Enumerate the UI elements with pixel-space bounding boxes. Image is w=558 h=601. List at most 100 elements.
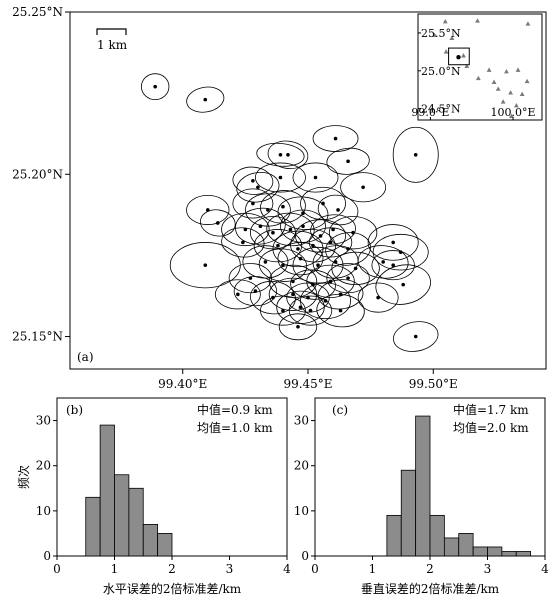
x-tick-label-1: 0 (311, 562, 319, 576)
station-5 (449, 35, 455, 41)
epicenter-52 (236, 292, 240, 297)
error-ellipse-13 (186, 194, 230, 225)
epicenters (153, 84, 418, 339)
inset-frame (417, 13, 543, 121)
epicenter-64 (296, 325, 300, 329)
panel-a-label: (a) (77, 350, 94, 364)
station-markers (432, 18, 531, 119)
epicenter-48 (311, 282, 315, 287)
error-ellipse-20 (317, 194, 359, 226)
bar-6 (157, 533, 173, 557)
bar-1 (85, 496, 101, 557)
epicenter-30 (276, 243, 280, 248)
error-ellipse-52 (214, 279, 261, 310)
error-ellipse-33 (308, 227, 353, 258)
epicenter-47 (291, 279, 295, 284)
error-ellipse-9 (232, 166, 274, 195)
epicenter-23 (271, 230, 275, 235)
epicenter-57 (323, 299, 328, 303)
epicenter-1 (153, 84, 157, 89)
map-y-tick-label-1: 25.15°N (12, 330, 63, 344)
inset-x-tick-label-1: 99.0°E (411, 106, 449, 119)
bar-4 (128, 487, 144, 557)
epicenter-28 (351, 230, 355, 235)
epicenter-15 (251, 201, 255, 206)
error-ellipse-34 (325, 232, 371, 266)
epicenter-26 (318, 234, 323, 238)
error-ellipse-62 (288, 295, 333, 326)
bar-9 (501, 551, 517, 557)
epicenter-2 (203, 97, 208, 102)
epicenter-12 (256, 185, 260, 190)
bar-3 (114, 474, 130, 557)
error-ellipse-39 (258, 248, 308, 282)
epicenter-14 (216, 221, 220, 225)
station-19 (513, 103, 519, 108)
station-14 (524, 78, 530, 84)
epicenter-10 (278, 175, 283, 180)
epicenter-16 (266, 208, 270, 212)
location-inset: 99.0°E 100.0°E 24.5°N 25.0°N 25.5°N (411, 13, 543, 121)
epicenter-29 (241, 240, 245, 245)
x-tick-label-2: 1 (369, 562, 377, 576)
epicenter-56 (306, 295, 310, 300)
panel-c-xlabel: 垂直误差的2倍标准差/km (361, 581, 500, 596)
station-8 (464, 63, 470, 69)
axes: 0 1 2 3 4 0 10 20 30 (294, 414, 549, 576)
station-10 (504, 68, 509, 74)
epicenter-27 (331, 227, 335, 232)
panel-b-label: (b) (66, 403, 83, 417)
error-ellipse-7 (326, 147, 370, 175)
epicenter-39 (281, 263, 285, 267)
error-ellipse-45 (371, 250, 415, 281)
x-tick-label-4: 3 (484, 562, 492, 576)
error-ellipse-28 (328, 216, 378, 250)
x-tick-label-1: 0 (53, 562, 61, 576)
bar-8 (487, 546, 503, 557)
bar-4 (429, 514, 445, 557)
x-tick-label-3: 2 (168, 562, 176, 576)
inset-y-tick-label-2: 25.0°N (421, 65, 461, 78)
epicenter-62 (308, 308, 313, 313)
epicenter-31 (296, 247, 300, 251)
y-tick-label-3: 20 (294, 459, 309, 473)
epicenter-18 (301, 211, 305, 216)
map-x-tick-label-3: 99.50°E (409, 377, 458, 391)
epicenter-34 (346, 247, 350, 251)
x-tick-label-2: 1 (111, 562, 119, 576)
epicenter-60 (281, 308, 285, 313)
error-ellipse-51 (375, 264, 431, 305)
epicenter-53 (253, 289, 258, 293)
map-x-axis: 99.40°E 99.45°E 99.50°E (158, 369, 458, 391)
bar-6 (458, 533, 474, 557)
epicenter-11 (313, 175, 318, 180)
y-tick-label-2: 10 (36, 504, 51, 518)
epicenter-4 (278, 153, 283, 157)
station-13 (491, 79, 497, 84)
error-ellipse-11 (292, 162, 339, 193)
epicenter-59 (376, 295, 380, 300)
bar-7 (472, 546, 488, 557)
error-ellipse-14 (199, 209, 236, 237)
error-ellipse-65 (392, 321, 439, 352)
station-16 (508, 90, 513, 95)
axes: 0 1 2 3 4 0 10 20 30 (36, 414, 291, 576)
error-ellipse-16 (244, 193, 291, 227)
error-ellipses (140, 73, 439, 352)
epicenter-61 (298, 305, 303, 310)
bars (386, 415, 532, 557)
station-1 (442, 18, 448, 24)
epicenter-37 (203, 263, 208, 267)
epicenter-63 (338, 308, 343, 313)
station-2 (475, 18, 480, 23)
error-ellipse-4 (256, 142, 305, 167)
epicenter-3 (413, 153, 418, 157)
study-area-box (448, 47, 470, 66)
bars (85, 424, 173, 557)
error-ellipse-54 (250, 280, 296, 315)
station-9 (486, 67, 492, 72)
error-ellipse-22 (235, 207, 286, 245)
study-area-events (456, 54, 461, 60)
epicenter-41 (316, 263, 320, 267)
epicenter-36 (398, 250, 403, 254)
